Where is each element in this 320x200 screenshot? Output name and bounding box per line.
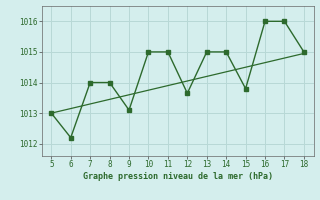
X-axis label: Graphe pression niveau de la mer (hPa): Graphe pression niveau de la mer (hPa) [83,172,273,181]
